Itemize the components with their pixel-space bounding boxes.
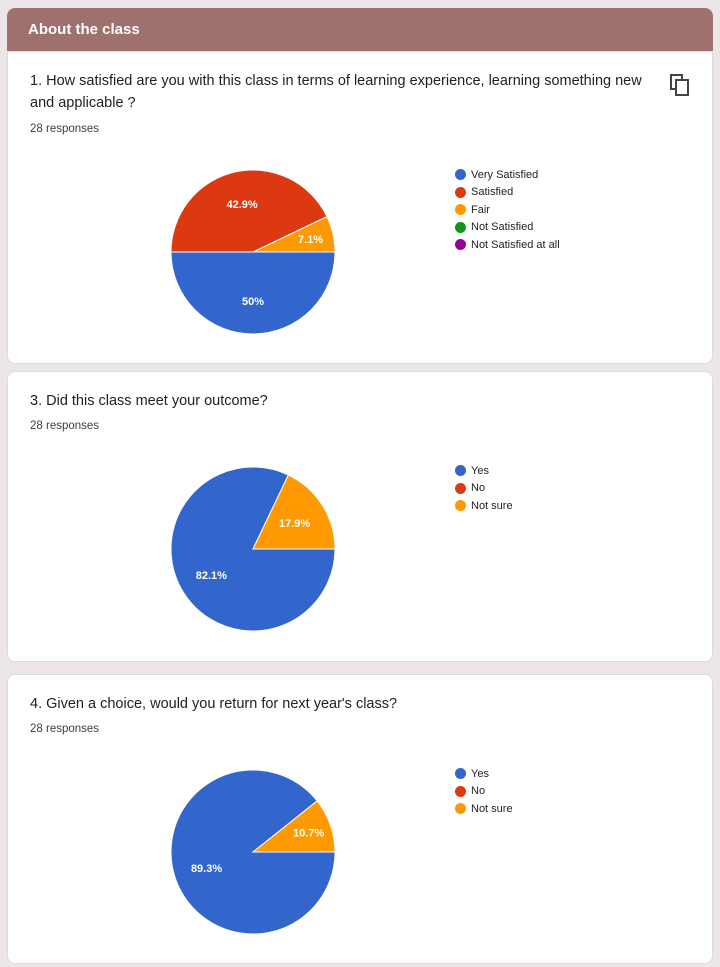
response-count: 28 responses xyxy=(30,420,100,432)
question-title: 1. How satisfied are you with this class… xyxy=(30,73,642,111)
legend-label: Very Satisfied xyxy=(471,168,539,181)
question-title: 4. Given a choice, would you return for … xyxy=(30,696,398,712)
pie-slice-not-sure xyxy=(252,474,336,550)
legend-item: Not sure xyxy=(455,800,513,818)
chart-legend: Very Satisfied Satisfied Fair Not Satisfied… xyxy=(455,166,560,254)
pie-slice-satisfied xyxy=(170,169,328,253)
legend-label: Yes xyxy=(471,767,489,780)
legend-item: Yes xyxy=(455,462,513,480)
legend-label: Yes xyxy=(471,464,489,477)
legend-label: Fair xyxy=(471,203,490,216)
legend-label: Not Satisfied xyxy=(471,221,534,234)
legend-swatch xyxy=(455,768,466,780)
slice-value-label: 7.1% xyxy=(298,234,323,246)
pie-chart: 82.1% 17.9% xyxy=(170,466,336,632)
question-card-3: 3. Did this class meet your outcome? 28 … xyxy=(7,371,713,662)
legend-swatch xyxy=(455,204,466,216)
legend-swatch xyxy=(455,500,466,512)
legend-swatch xyxy=(455,186,466,198)
legend-item: Yes xyxy=(455,765,513,783)
legend-swatch xyxy=(455,785,466,797)
legend-item: Not Satisfied at all xyxy=(455,236,560,254)
question-card-1: 1. How satisfied are you with this class… xyxy=(7,51,713,364)
pie-slice-very-satisfied xyxy=(170,251,336,335)
section-title: About the class xyxy=(28,21,140,38)
legend-swatch xyxy=(455,169,466,181)
question-title: 3. Did this class meet your outcome? xyxy=(30,393,268,409)
legend-label: Not Satisfied at all xyxy=(471,238,560,251)
legend-item: Not Satisfied xyxy=(455,219,560,237)
legend-swatch xyxy=(455,221,466,233)
section-header: About the class xyxy=(7,8,713,51)
chart-legend: Yes No Not sure xyxy=(455,765,513,818)
legend-item: No xyxy=(455,480,513,498)
legend-swatch xyxy=(455,239,466,251)
slice-value-label: 50% xyxy=(242,296,264,308)
slice-value-label: 10.7% xyxy=(293,828,324,840)
pie-slice-fair xyxy=(252,215,336,253)
legend-item: Very Satisfied xyxy=(455,166,560,184)
slice-value-label: 17.9% xyxy=(279,518,310,530)
legend-swatch xyxy=(455,482,466,494)
legend-label: Not sure xyxy=(471,802,513,815)
slice-value-label: 89.3% xyxy=(191,863,222,875)
legend-label: No xyxy=(471,785,486,798)
copy-icon[interactable] xyxy=(670,74,690,101)
slice-value-label: 82.1% xyxy=(196,570,227,582)
pie-slice-yes xyxy=(170,466,336,632)
legend-swatch xyxy=(455,803,466,815)
response-count: 28 responses xyxy=(30,723,100,735)
question-card-4: 4. Given a choice, would you return for … xyxy=(7,674,713,964)
legend-label: No xyxy=(471,482,486,495)
legend-item: Not sure xyxy=(455,497,513,515)
chart-legend: Yes No Not sure xyxy=(455,462,513,515)
legend-swatch xyxy=(455,465,466,477)
legend-item: Satisfied xyxy=(455,184,560,202)
slice-value-label: 42.9% xyxy=(227,199,258,211)
pie-slice-not-sure xyxy=(251,800,336,853)
response-count: 28 responses xyxy=(30,123,100,135)
legend-label: Satisfied xyxy=(471,186,514,199)
pie-chart: 89.3% 10.7% xyxy=(170,769,336,935)
pie-chart: 50% 42.9% 7.1% xyxy=(170,169,336,335)
legend-label: Not sure xyxy=(471,499,513,512)
legend-item: No xyxy=(455,783,513,801)
legend-item: Fair xyxy=(455,201,560,219)
